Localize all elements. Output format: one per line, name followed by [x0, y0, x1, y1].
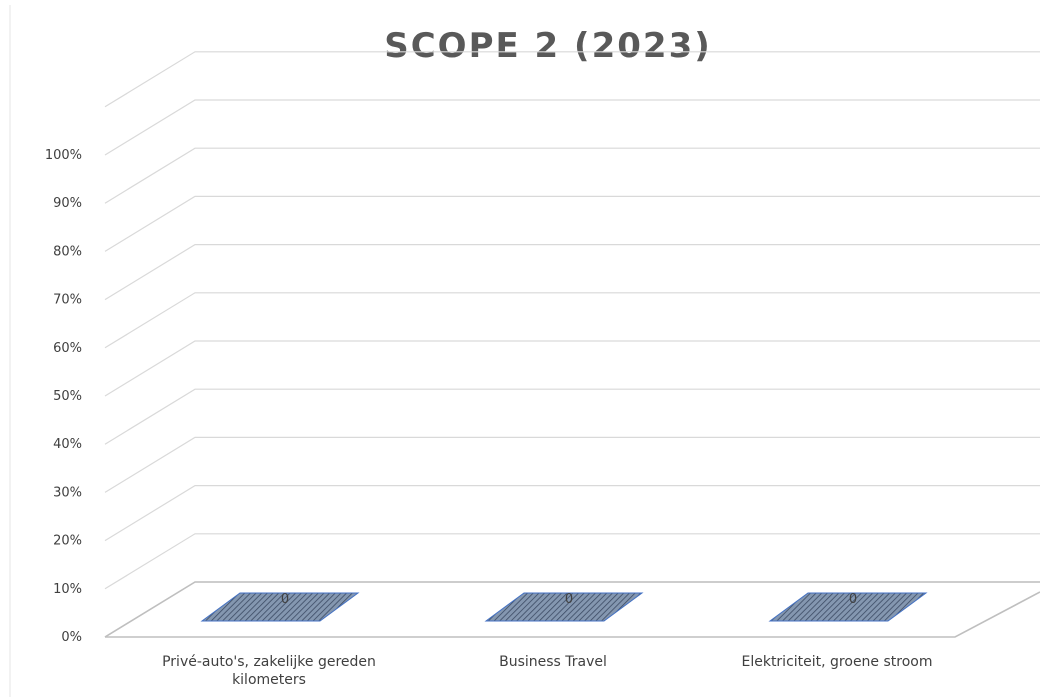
- gridlines: [104, 51, 1040, 638]
- gridline-top: [104, 51, 1040, 108]
- bars: [200, 592, 928, 622]
- gridline-90pct: [104, 147, 1040, 204]
- y-tick-label: 90%: [53, 196, 82, 211]
- floor-back-edge: [104, 581, 1040, 638]
- data-label: 0: [281, 592, 289, 607]
- y-axis-tick-labels: 0% 10% 20% 30% 40% 50% 60% 70% 80% 90% 100%: [45, 148, 82, 645]
- y-tick-label: 10%: [53, 582, 82, 597]
- y-tick-label: 40%: [53, 437, 82, 452]
- bar: [200, 592, 360, 622]
- y-tick-label: 20%: [53, 534, 82, 549]
- chart-floor: [104, 581, 1040, 638]
- gridline-20pct: [104, 485, 1040, 542]
- y-tick-label: 70%: [53, 293, 82, 308]
- chart-title: SCOPE 2 (2023): [384, 26, 712, 66]
- gridline-40pct: [104, 388, 1040, 445]
- gridline-10pct: [104, 533, 1040, 590]
- gridline-70pct: [104, 244, 1040, 301]
- y-tick-label: 30%: [53, 485, 82, 500]
- data-labels: 0 0 0: [281, 592, 857, 607]
- gridline-60pct: [104, 292, 1040, 349]
- y-tick-label: 50%: [53, 389, 82, 404]
- x-axis-category-labels: Privé-auto's, zakelijke gereden kilometer…: [162, 654, 932, 688]
- y-tick-label: 60%: [53, 341, 82, 356]
- x-category-label: Privé-auto's, zakelijke gereden kilometer…: [162, 654, 376, 688]
- gridline-30pct: [104, 436, 1040, 493]
- bar: [484, 592, 644, 622]
- data-label: 0: [565, 592, 573, 607]
- x-category-label: Business Travel: [499, 654, 607, 670]
- gridline-100pct: [104, 99, 1040, 156]
- data-label: 0: [849, 592, 857, 607]
- gridline-80pct: [104, 195, 1040, 252]
- y-tick-label: 0%: [61, 630, 82, 645]
- x-category-label: Elektriciteit, groene stroom: [741, 654, 932, 670]
- y-tick-label: 100%: [45, 148, 82, 163]
- floor-front-edge: [105, 591, 1040, 638]
- bar: [768, 592, 928, 622]
- y-tick-label: 80%: [53, 244, 82, 259]
- gridline-50pct: [104, 340, 1040, 397]
